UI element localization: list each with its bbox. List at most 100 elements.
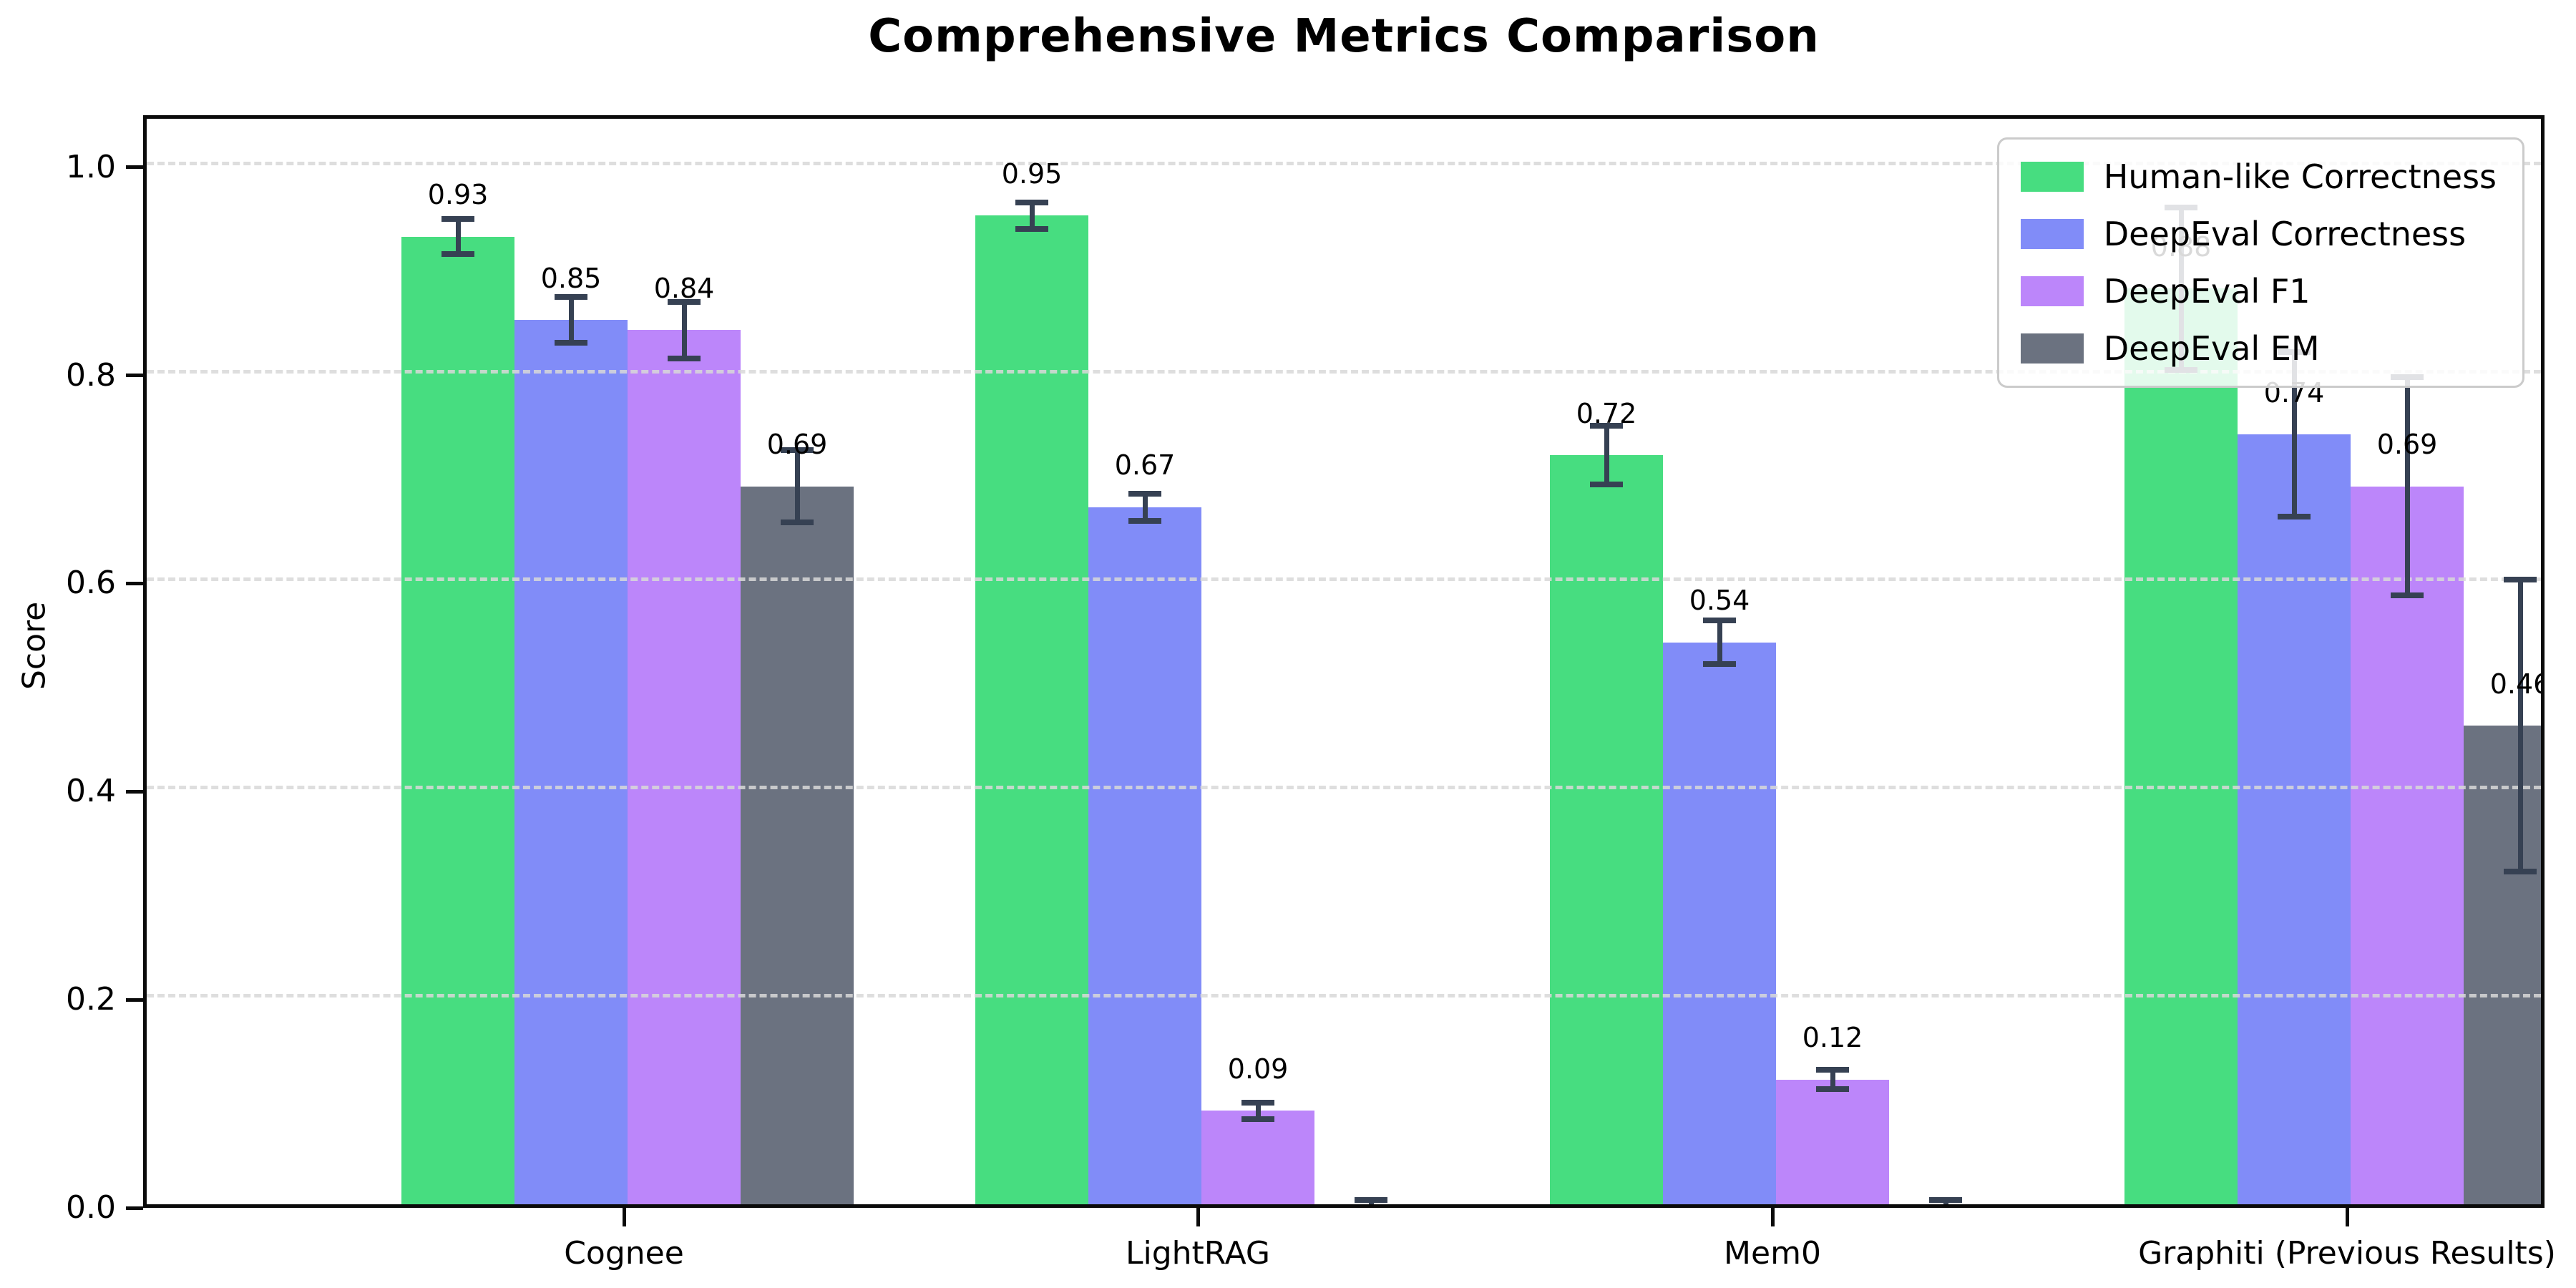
error-bar-cap-top xyxy=(2504,577,2537,583)
error-bar-cap-bottom xyxy=(2391,592,2424,599)
bar-deepeval-correctness-cognee xyxy=(514,319,628,1204)
x-tick-mark xyxy=(622,1208,626,1226)
error-bar-cap-bottom xyxy=(1241,1116,1274,1122)
x-tick-label-mem0: Mem0 xyxy=(1724,1235,1821,1272)
y-tick-mark xyxy=(126,165,143,170)
error-bar-cap-bottom xyxy=(1015,226,1048,233)
plot-area: 0.930.950.720.880.850.670.540.740.840.09… xyxy=(143,115,2545,1208)
value-label: 0.46 xyxy=(2489,668,2545,700)
chart-title: Comprehensive Metrics Comparison xyxy=(868,10,1820,63)
value-label: 0.95 xyxy=(1001,158,1063,190)
error-bar-line xyxy=(1717,620,1722,665)
error-bar-cap-bottom xyxy=(1929,1206,1962,1208)
error-bar-cap-top xyxy=(555,293,587,300)
y-tick-label: 0.4 xyxy=(66,773,116,810)
legend-label: DeepEval Correctness xyxy=(2103,215,2467,253)
y-tick-label: 1.0 xyxy=(66,148,116,185)
error-bar-cap-top xyxy=(441,215,474,222)
y-tick-mark xyxy=(126,1206,143,1210)
y-tick-mark xyxy=(126,581,143,585)
error-bar-cap-bottom xyxy=(441,251,474,258)
x-tick-label-lightrag: LightRAG xyxy=(1125,1235,1271,1272)
bar-deepeval-f1-graphiti-previous-results- xyxy=(2351,486,2464,1204)
legend-color-patch xyxy=(2020,219,2084,249)
error-bar-cap-top xyxy=(1703,618,1736,624)
bar-deepeval-f1-cognee xyxy=(628,330,741,1204)
gridline xyxy=(147,994,2541,998)
error-bar-cap-top xyxy=(1128,490,1161,497)
y-tick-label: 0.0 xyxy=(66,1189,116,1226)
legend-row: DeepEval Correctness xyxy=(2020,215,2497,253)
bar-deepeval-correctness-mem0 xyxy=(1663,642,1776,1204)
gridline xyxy=(147,786,2541,790)
value-label: 0.09 xyxy=(1227,1053,1289,1085)
error-bar-line xyxy=(794,449,800,523)
value-label: 0.84 xyxy=(653,273,715,304)
error-bar-cap-top xyxy=(781,447,814,453)
error-bar-line xyxy=(2517,580,2523,872)
error-bar-line xyxy=(568,296,574,343)
value-label: 0.85 xyxy=(540,262,602,294)
bar-human-like-correctness-graphiti-previous-results- xyxy=(2124,288,2238,1204)
error-bar-cap-bottom xyxy=(1590,481,1623,487)
bar-deepeval-correctness-graphiti-previous-results- xyxy=(2238,434,2351,1204)
error-bar-line xyxy=(455,218,461,255)
y-tick-mark xyxy=(126,789,143,794)
error-bar-cap-top xyxy=(1590,423,1623,429)
bar-deepeval-correctness-lightrag xyxy=(1088,507,1201,1204)
bar-human-like-correctness-cognee xyxy=(401,236,514,1204)
error-bar-cap-bottom xyxy=(1703,661,1736,668)
value-label: 0.12 xyxy=(1802,1022,1863,1054)
gridline xyxy=(147,577,2541,582)
error-bar-cap-bottom xyxy=(2504,868,2537,874)
error-bar-cap-bottom xyxy=(668,355,701,361)
bar-deepeval-f1-lightrag xyxy=(1201,1111,1314,1204)
error-bar-cap-top xyxy=(1015,199,1048,205)
value-label: 0.67 xyxy=(1114,449,1176,482)
error-bar-cap-bottom xyxy=(555,339,587,346)
gridline xyxy=(147,369,2541,374)
error-bar-cap-bottom xyxy=(2278,513,2311,519)
y-axis-label: Score xyxy=(16,601,53,690)
x-tick-label-graphiti-previous-results-: Graphiti (Previous Results) xyxy=(2138,1235,2556,1272)
legend-color-patch xyxy=(2020,276,2084,306)
gridline xyxy=(147,161,2541,165)
value-label: 0.69 xyxy=(2376,429,2438,461)
y-tick-mark xyxy=(126,374,143,378)
value-label: 0.93 xyxy=(427,179,489,211)
error-bar-cap-bottom xyxy=(1128,517,1161,524)
error-bar-cap-top xyxy=(1355,1197,1387,1204)
legend-row: DeepEval F1 xyxy=(2020,272,2497,311)
error-bar-cap-top xyxy=(668,299,701,306)
legend: Human-like Correctness DeepEval Correctne… xyxy=(1996,137,2524,388)
error-bar-line xyxy=(2291,351,2297,517)
error-bar-line xyxy=(1830,1070,1835,1089)
legend-label: DeepEval F1 xyxy=(2103,272,2311,311)
x-tick-mark xyxy=(1196,1208,1200,1226)
error-bar-cap-top xyxy=(1929,1197,1962,1204)
error-bar-line xyxy=(1255,1102,1261,1119)
error-bar-cap-top xyxy=(1241,1099,1274,1106)
error-bar-cap-bottom xyxy=(1816,1085,1849,1092)
error-bar-cap-bottom xyxy=(781,519,814,526)
value-label: 0.72 xyxy=(1576,397,1637,429)
bar-human-like-correctness-lightrag xyxy=(975,215,1088,1204)
legend-color-patch xyxy=(2020,333,2084,364)
error-bar-line xyxy=(1029,202,1035,230)
legend-label: DeepEval EM xyxy=(2103,329,2320,368)
x-tick-mark xyxy=(1770,1208,1775,1226)
error-bar-line xyxy=(1604,426,1609,484)
legend-label: Human-like Correctness xyxy=(2103,157,2497,196)
bar-deepeval-em-graphiti-previous-results- xyxy=(2464,726,2541,1204)
legend-row: DeepEval EM xyxy=(2020,329,2497,368)
error-bar-cap-bottom xyxy=(1355,1206,1387,1208)
y-tick-label: 0.6 xyxy=(66,565,116,602)
value-label: 0.69 xyxy=(766,429,828,461)
bar-deepeval-em-cognee xyxy=(741,486,854,1204)
x-tick-label-cognee: Cognee xyxy=(564,1235,684,1272)
legend-row: Human-like Correctness xyxy=(2020,157,2497,196)
error-bar-line xyxy=(681,302,687,358)
y-tick-mark xyxy=(126,997,143,1002)
x-tick-mark xyxy=(2345,1208,2349,1226)
